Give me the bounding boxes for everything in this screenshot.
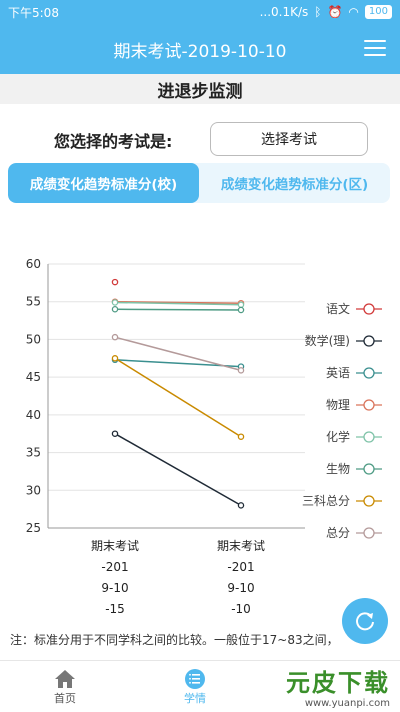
wifi-icon: ◠ — [348, 5, 359, 19]
y-tick-label: 45 — [26, 370, 41, 384]
status-bar: 下午5:08 ...0.1K/s ᛒ ⏰ ◠ 100 — [0, 0, 400, 24]
data-point — [237, 433, 245, 440]
y-tick-label: 35 — [26, 446, 41, 460]
legend-label: 生物 — [326, 462, 350, 476]
x-tick-label: -201 — [101, 560, 128, 574]
x-tick-label: -15 — [105, 602, 125, 616]
legend-marker — [363, 495, 375, 507]
data-point — [237, 301, 245, 308]
section-title: 进退步监测 — [157, 81, 243, 102]
series-line — [114, 300, 242, 304]
data-point — [111, 306, 119, 313]
nav-home[interactable]: 首页 — [0, 661, 130, 712]
legend-marker — [363, 463, 375, 475]
x-tick-label: 期末考试 — [91, 538, 139, 553]
data-point — [237, 367, 245, 374]
data-point — [111, 333, 119, 341]
bluetooth-icon: ᛒ — [314, 5, 322, 19]
legend-label: 化学 — [326, 429, 350, 444]
series-line — [114, 308, 242, 311]
select-exam-button[interactable]: 选择考试 — [210, 122, 368, 156]
chart-tabs: 成绩变化趋势标准分(校) 成绩变化趋势标准分(区) — [8, 163, 390, 203]
refresh-icon — [356, 612, 374, 631]
x-tick-label: 9-10 — [227, 581, 254, 595]
series-line — [114, 433, 242, 507]
legend-label: 三科总分 — [302, 494, 350, 508]
status-time: 下午5:08 — [8, 5, 59, 20]
section-header: 进退步监测 — [0, 74, 400, 104]
legend-label: 英语 — [326, 366, 350, 380]
watermark-logo: 元皮下载 www.yuanpi.com — [230, 660, 400, 711]
legend-marker — [363, 431, 375, 443]
list-icon — [185, 668, 205, 689]
x-tick-label: -10 — [231, 602, 251, 616]
legend-label: 语文 — [326, 301, 350, 316]
note-text: 注：标准分用于不同学科之间的比较。一般位于17~83之间， — [10, 633, 339, 647]
legend-label: 物理 — [326, 398, 350, 412]
series-line — [114, 336, 242, 372]
watermark-title: 元皮下载 — [286, 668, 390, 697]
app-bar: 期末考试-2019-10-10 — [0, 24, 400, 74]
data-point — [237, 502, 245, 509]
network-speed: ...0.1K/s — [259, 5, 309, 19]
page-title: 期末考试-2019-10-10 — [113, 41, 287, 62]
exam-select-label: 您选择的考试是: — [54, 132, 173, 151]
data-point — [111, 355, 119, 362]
trend-line-chart: 25 30 35 40 45 50 55 60 期末考试 -201 9-10 -15 期末考试 -201 9… — [26, 257, 382, 616]
y-tick-label: 50 — [26, 332, 41, 346]
nav-study-label: 学情 — [184, 691, 206, 705]
bottom-navigation: 首页 学情 — [0, 660, 400, 712]
x-tick-label: -201 — [227, 560, 254, 574]
y-tick-label: 55 — [26, 295, 41, 309]
data-point — [111, 278, 119, 286]
alarm-icon: ⏰ — [327, 5, 343, 19]
data-point — [111, 299, 119, 306]
x-tick-label: 期末考试 — [217, 538, 265, 553]
home-icon — [55, 669, 75, 688]
refresh-button[interactable] — [342, 598, 388, 644]
watermark-url: www.yuanpi.com — [304, 697, 390, 709]
legend-marker — [363, 303, 375, 315]
data-point — [111, 430, 119, 437]
nav-home-label: 首页 — [54, 691, 76, 705]
legend-marker — [363, 335, 375, 347]
status-icons: ...0.1K/s ᛒ ⏰ ◠ 100 — [260, 5, 392, 19]
y-tick-label: 40 — [26, 408, 41, 422]
y-tick-label: 60 — [26, 257, 41, 271]
menu-icon[interactable] — [364, 40, 386, 58]
legend-marker — [363, 399, 375, 411]
x-tick-label: 9-10 — [101, 581, 128, 595]
legend-label: 数学(理) — [305, 333, 350, 348]
series-line — [114, 357, 242, 438]
tab-school-standard-score[interactable]: 成绩变化趋势标准分(校) — [8, 163, 199, 203]
y-tick-label: 25 — [26, 521, 41, 535]
series-line — [114, 301, 242, 306]
nav-study[interactable]: 学情 — [130, 661, 260, 712]
legend-label: 总分 — [326, 526, 350, 540]
exam-select-row: 您选择的考试是: 选择考试 — [0, 118, 400, 158]
legend-marker — [363, 367, 375, 379]
battery-icon: 100 — [364, 5, 392, 19]
legend-marker — [363, 527, 375, 539]
tab-district-standard-score[interactable]: 成绩变化趋势标准分(区) — [220, 177, 369, 193]
y-tick-label: 30 — [26, 483, 41, 497]
data-point — [237, 306, 245, 314]
